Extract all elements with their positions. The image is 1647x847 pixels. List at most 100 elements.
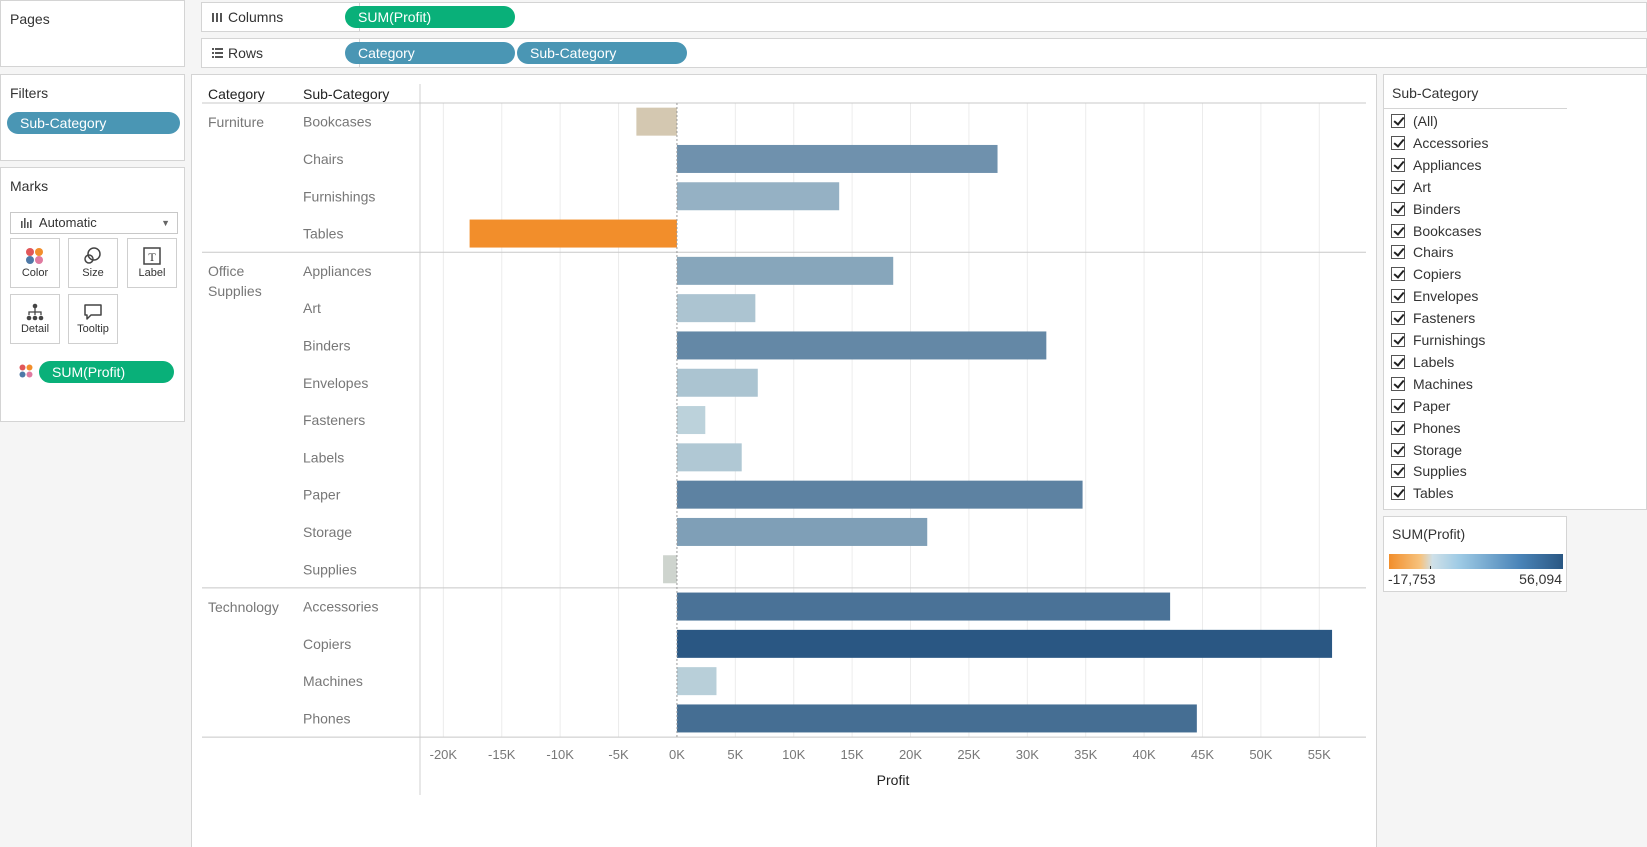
label-button[interactable]: T Label bbox=[127, 238, 177, 288]
checkbox[interactable] bbox=[1391, 464, 1405, 479]
filter-item-label: Paper bbox=[1413, 397, 1451, 414]
x-tick-label: 15K bbox=[841, 747, 864, 762]
rows-label-text: Rows bbox=[228, 45, 264, 61]
color-button[interactable]: Color bbox=[10, 238, 60, 288]
rows-shelf[interactable]: Rows Category Sub-Category bbox=[201, 38, 1647, 68]
checkbox[interactable] bbox=[1391, 114, 1405, 128]
columns-icon bbox=[212, 4, 228, 32]
x-tick-label: 25K bbox=[957, 747, 980, 762]
filter-item-bookcases[interactable]: Bookcases bbox=[1391, 220, 1481, 242]
x-tick-label: 5K bbox=[727, 747, 743, 762]
bar-furnishings bbox=[676, 182, 840, 211]
tooltip-icon bbox=[69, 295, 117, 323]
rows-category-pill[interactable]: Category bbox=[345, 42, 515, 64]
sub-category-filter-card[interactable]: Sub-Category bbox=[1383, 74, 1647, 510]
size-icon bbox=[69, 239, 117, 267]
filter-item-label: Storage bbox=[1413, 441, 1463, 458]
checkbox[interactable] bbox=[1391, 201, 1405, 216]
bar-bookcases bbox=[636, 107, 677, 136]
pages-panel[interactable]: Pages bbox=[0, 0, 185, 67]
bar-phones bbox=[676, 704, 1197, 733]
filter-item-copiers[interactable]: Copiers bbox=[1391, 263, 1461, 285]
rows-sub-category-pill[interactable]: Sub-Category bbox=[517, 42, 687, 64]
bar-copiers bbox=[676, 629, 1333, 658]
marks-panel[interactable]: Marks Automatic ▼ Color Size T Label Det… bbox=[0, 167, 185, 422]
checkbox[interactable] bbox=[1391, 179, 1405, 194]
sub-category-label: Fasteners bbox=[303, 412, 365, 428]
marks-sum-profit-pill[interactable]: SUM(Profit) bbox=[39, 361, 174, 383]
filter-item-label: Supplies bbox=[1413, 463, 1467, 480]
filter-item-paper[interactable]: Paper bbox=[1391, 395, 1450, 417]
checkbox[interactable] bbox=[1391, 245, 1405, 260]
filter-item-art[interactable]: Art bbox=[1391, 176, 1431, 198]
bar-envelopes bbox=[676, 368, 758, 397]
checkbox[interactable] bbox=[1391, 354, 1405, 369]
bar-binders bbox=[676, 331, 1047, 360]
bar-storage bbox=[676, 517, 928, 546]
detail-button[interactable]: Detail bbox=[10, 294, 60, 344]
filters-panel[interactable]: Filters Sub-Category bbox=[0, 74, 185, 161]
filter-item-phones[interactable]: Phones bbox=[1391, 417, 1460, 439]
tooltip-button-label: Tooltip bbox=[77, 323, 109, 335]
size-button[interactable]: Size bbox=[68, 238, 118, 288]
chevron-down-icon: ▼ bbox=[161, 218, 170, 228]
sub-category-label: Supplies bbox=[303, 561, 357, 577]
filter-item-tables[interactable]: Tables bbox=[1391, 482, 1453, 504]
bar-machines bbox=[676, 667, 717, 696]
filter-item-all[interactable]: (All) bbox=[1391, 110, 1438, 132]
x-tick-label: -15K bbox=[488, 747, 516, 762]
columns-label-text: Columns bbox=[228, 9, 284, 25]
filter-item-supplies[interactable]: Supplies bbox=[1391, 460, 1467, 482]
x-tick-label: -20K bbox=[430, 747, 458, 762]
category-label: Furniture bbox=[208, 114, 264, 130]
bar-tables bbox=[469, 219, 677, 248]
columns-sum-profit-pill[interactable]: SUM(Profit) bbox=[345, 6, 515, 28]
checkbox[interactable] bbox=[1391, 289, 1405, 304]
filter-item-label: Machines bbox=[1413, 375, 1473, 392]
checkbox[interactable] bbox=[1391, 311, 1405, 326]
filter-item-label: Furnishings bbox=[1413, 332, 1486, 348]
checkbox[interactable] bbox=[1391, 157, 1405, 172]
checkbox[interactable] bbox=[1391, 486, 1405, 501]
filter-item-labels[interactable]: Labels bbox=[1391, 351, 1454, 373]
tooltip-button[interactable]: Tooltip bbox=[68, 294, 118, 344]
filter-item-chairs[interactable]: Chairs bbox=[1391, 241, 1453, 263]
columns-shelf[interactable]: Columns SUM(Profit) bbox=[201, 2, 1647, 32]
checkbox[interactable] bbox=[1391, 376, 1405, 391]
label-icon: T bbox=[128, 239, 176, 267]
sub-category-label: Machines bbox=[303, 673, 363, 689]
label-button-label: Label bbox=[138, 267, 166, 279]
sub-category-label: Envelopes bbox=[303, 375, 368, 391]
filter-item-envelopes[interactable]: Envelopes bbox=[1391, 285, 1478, 307]
filter-item-accessories[interactable]: Accessories bbox=[1391, 132, 1488, 154]
filter-item-appliances[interactable]: Appliances bbox=[1391, 154, 1482, 176]
legend-max-label: 56,094 bbox=[1519, 571, 1562, 587]
filter-item-label: (All) bbox=[1413, 113, 1438, 129]
filter-item-fasteners[interactable]: Fasteners bbox=[1391, 307, 1475, 329]
sub-category-label: Phones bbox=[303, 710, 350, 726]
filter-item-machines[interactable]: Machines bbox=[1391, 373, 1473, 395]
filter-item-label: Binders bbox=[1413, 200, 1461, 217]
sub-category-label: Copiers bbox=[303, 636, 351, 652]
checkbox[interactable] bbox=[1391, 223, 1405, 238]
checkbox[interactable] bbox=[1391, 398, 1405, 413]
filter-item-furnishings[interactable]: Furnishings bbox=[1391, 329, 1485, 351]
x-tick-label: 30K bbox=[1016, 747, 1039, 762]
filter-item-binders[interactable]: Binders bbox=[1391, 198, 1460, 220]
x-tick-label: 50K bbox=[1249, 747, 1272, 762]
filter-item-storage[interactable]: Storage bbox=[1391, 439, 1462, 461]
checkbox[interactable] bbox=[1391, 267, 1405, 282]
legend-title: SUM(Profit) bbox=[1392, 526, 1466, 542]
sub-category-label: Binders bbox=[303, 337, 350, 353]
sub-category-label: Paper bbox=[303, 487, 341, 503]
mark-type-dropdown[interactable]: Automatic ▼ bbox=[10, 212, 178, 234]
pages-title: Pages bbox=[10, 11, 50, 27]
checkbox[interactable] bbox=[1391, 420, 1405, 435]
filter-sub-category-pill[interactable]: Sub-Category bbox=[7, 112, 180, 134]
marks-title: Marks bbox=[10, 178, 49, 194]
checkbox[interactable] bbox=[1391, 135, 1405, 150]
filter-item-label: Accessories bbox=[1413, 134, 1489, 151]
filter-item-label: Art bbox=[1413, 178, 1431, 195]
checkbox[interactable] bbox=[1391, 442, 1405, 457]
checkbox[interactable] bbox=[1391, 333, 1405, 347]
